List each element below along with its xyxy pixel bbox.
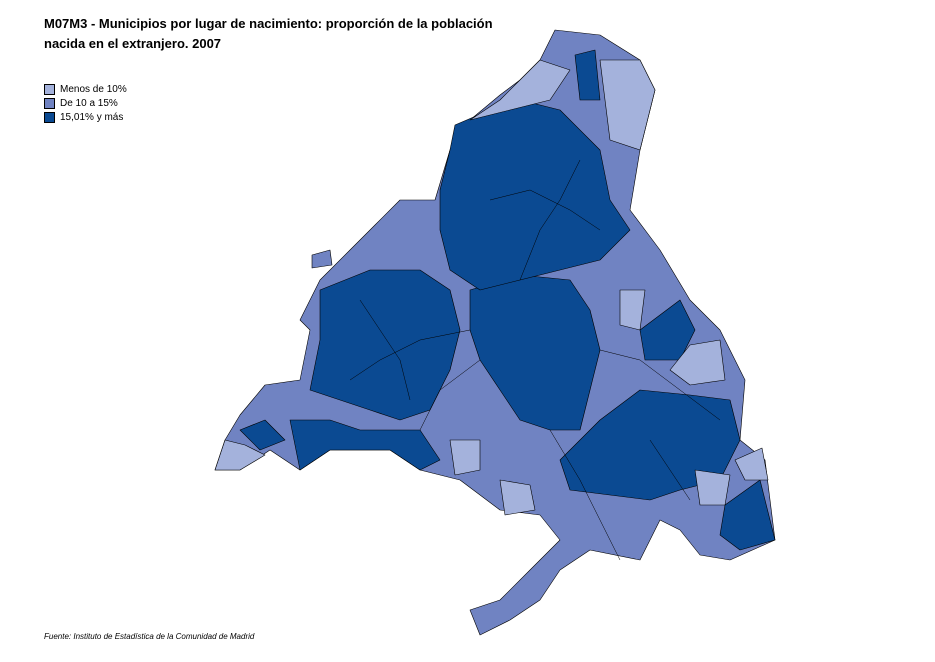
source: Fuente: Instituto de Estadística de la C… <box>44 632 255 641</box>
region <box>469 59 571 121</box>
border <box>519 159 581 281</box>
region <box>439 99 631 291</box>
region <box>599 59 656 151</box>
legend: Menos de 10% De 10 a 15% 15,01% y más <box>44 82 127 124</box>
region <box>639 299 696 361</box>
border <box>549 429 621 561</box>
region <box>311 249 333 269</box>
legend-label: 15,01% y más <box>60 111 124 123</box>
region <box>719 479 776 551</box>
border <box>349 329 471 381</box>
legend-item: De 10 a 15% <box>44 96 127 110</box>
region <box>694 469 731 506</box>
title: M07M3 - Municipios por lugar de nacimien… <box>44 14 493 54</box>
region <box>619 289 646 331</box>
legend-swatch <box>44 97 55 109</box>
region <box>449 439 481 476</box>
border <box>419 359 481 431</box>
legend-swatch <box>44 83 55 95</box>
legend-label: De 10 a 15% <box>60 97 118 109</box>
border <box>599 349 721 421</box>
region <box>239 419 286 451</box>
legend-swatch <box>44 111 55 123</box>
region <box>734 447 769 481</box>
region <box>499 479 536 516</box>
title-line: M07M3 - Municipios por lugar de nacimien… <box>44 16 493 31</box>
border <box>649 439 691 501</box>
region <box>574 49 601 101</box>
map-regions <box>214 29 776 636</box>
region <box>289 419 441 471</box>
legend-item: Menos de 10% <box>44 82 127 96</box>
legend-label: Menos de 10% <box>60 83 127 95</box>
border <box>489 189 601 231</box>
region <box>214 439 266 471</box>
legend-item: 15,01% y más <box>44 110 127 124</box>
region <box>669 339 726 386</box>
border <box>359 299 411 401</box>
title-line: nacida en el extranjero. 2007 <box>44 36 222 51</box>
